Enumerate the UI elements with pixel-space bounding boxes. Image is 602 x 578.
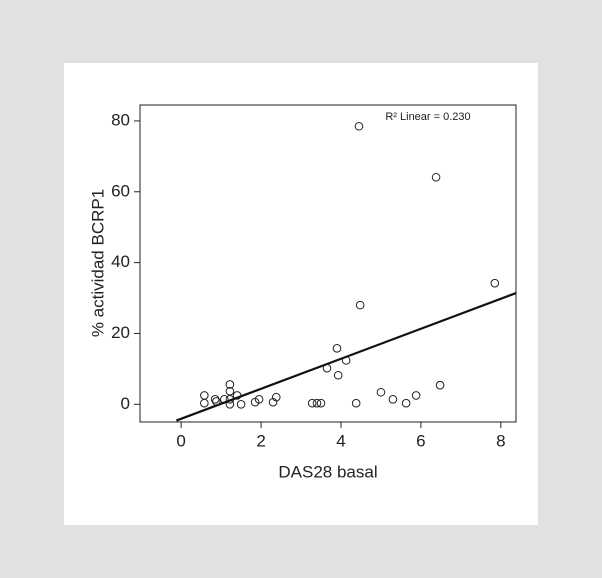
point [225,386,235,396]
point [354,121,364,131]
point [225,380,235,389]
point [332,344,342,353]
y-axis-label: % actividad BCRP1 [88,189,107,337]
point [376,387,386,397]
point [236,399,246,409]
point [401,398,411,408]
point [411,391,421,400]
x-tick-label: 6 [416,431,425,450]
point [431,172,441,182]
panel [64,63,538,525]
plot-frame [139,104,517,423]
point [435,380,445,390]
x-tick-label: 4 [336,431,345,450]
y-tick-label: 0 [121,394,130,413]
fit-line [175,292,517,422]
point [307,398,317,408]
y-tick-label: 60 [111,181,130,200]
point [271,392,281,402]
point [333,370,343,380]
point [200,398,209,408]
point [210,395,220,404]
y-tick-label: 40 [111,252,130,271]
x-tick-label: 8 [496,431,505,450]
y-tick-label: 80 [111,110,130,129]
x-axis-label: DAS28 basal [278,462,377,481]
point [312,398,322,408]
x-tick-label: 0 [176,431,185,450]
annotation: R² Linear = 0.230 [385,111,470,123]
x-tick-label: 2 [256,431,265,450]
point [490,278,500,288]
point [355,300,365,310]
point [254,395,264,404]
y-tick-label: 20 [111,323,130,342]
point [316,398,326,408]
point [388,395,398,404]
point [351,398,361,408]
